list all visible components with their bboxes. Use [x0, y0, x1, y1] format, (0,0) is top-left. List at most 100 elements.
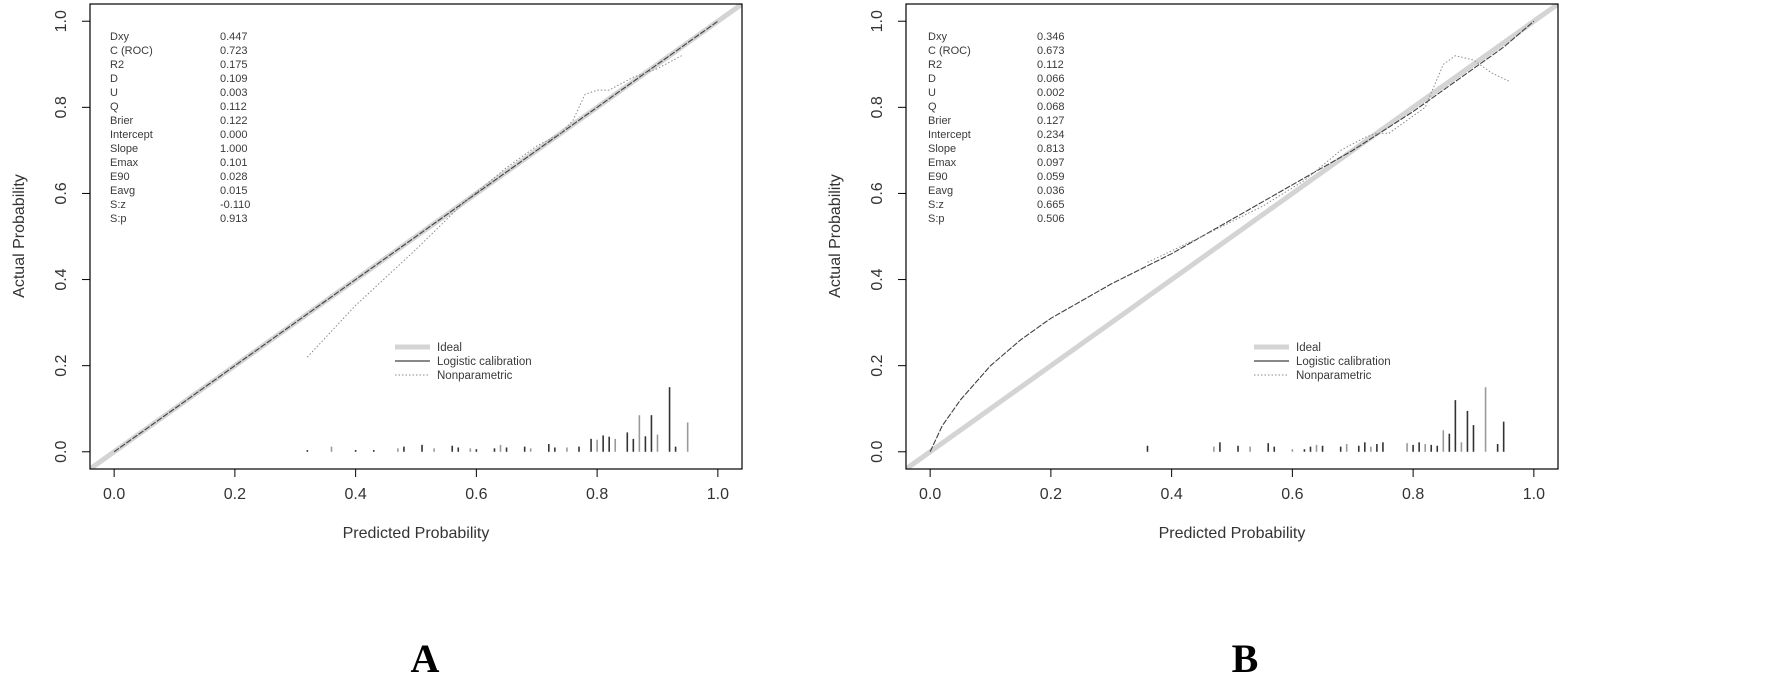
y-tick-label: 0.6 — [53, 182, 70, 204]
stat-label: Slope — [110, 143, 138, 155]
stat-value: 0.112 — [1037, 59, 1064, 71]
x-tick-label: 0.2 — [1040, 486, 1062, 503]
y-tick-label: 0.0 — [53, 441, 70, 463]
x-axis-label: Predicted Probability — [343, 525, 490, 542]
stat-value: 0.003 — [220, 87, 248, 99]
stat-label: S:p — [110, 213, 127, 225]
plot-frame — [89, 3, 743, 470]
y-tick-label: 0.4 — [53, 268, 70, 290]
stat-label: U — [110, 87, 118, 99]
panel-label: A — [411, 636, 440, 681]
stat-label: D — [928, 73, 936, 85]
y-axis-label: Actual Probability — [827, 174, 844, 298]
stat-value: 0.059 — [1037, 171, 1065, 183]
stat-value: 1.000 — [220, 143, 248, 155]
x-tick-label: 0.6 — [1281, 486, 1303, 503]
x-tick-label: 1.0 — [707, 486, 729, 503]
stat-value: -0.110 — [220, 199, 250, 211]
stat-label: Slope — [928, 143, 956, 155]
stat-label: R2 — [110, 59, 124, 71]
stat-label: Emax — [928, 157, 957, 169]
stat-value: 0.097 — [1037, 157, 1065, 169]
stat-label: R2 — [928, 59, 942, 71]
stat-label: Eavg — [928, 185, 953, 197]
stat-value: 0.673 — [1037, 45, 1065, 57]
stat-label: Brier — [928, 115, 952, 127]
stat-value: 0.028 — [220, 171, 248, 183]
legend-label: Nonparametric — [437, 370, 513, 382]
nonparametric-line — [1147, 55, 1510, 263]
legend-label: Logistic calibration — [437, 356, 532, 368]
stat-label: Dxy — [928, 31, 947, 43]
y-tick-label: 0.0 — [869, 441, 886, 463]
stat-value: 0.127 — [1037, 115, 1065, 127]
calibration-panel-a: Dxy 0.447 C (ROC) 0.723 R2 0.175 D 0.109… — [11, 3, 743, 681]
y-tick-label: 1.0 — [53, 10, 70, 32]
logistic-calibration-line — [929, 20, 1535, 453]
stat-label: S:p — [928, 213, 945, 225]
plot-area — [906, 4, 1558, 469]
logistic-calibration-line — [113, 20, 719, 453]
stat-value: 0.122 — [220, 115, 248, 127]
x-axis-label: Predicted Probability — [1159, 525, 1306, 542]
panel-label: B — [1232, 636, 1259, 681]
stat-value: 0.000 — [220, 129, 248, 141]
calibration-panel-b: Dxy 0.346 C (ROC) 0.673 R2 0.112 D 0.066… — [827, 3, 1559, 681]
legend-label: Nonparametric — [1296, 370, 1372, 382]
stat-value: 0.447 — [220, 31, 248, 43]
stat-value: 0.506 — [1037, 213, 1065, 225]
y-tick-label: 0.2 — [869, 354, 886, 376]
legend-label: Ideal — [437, 342, 462, 354]
stat-value: 0.813 — [1037, 143, 1065, 155]
stat-label: Eavg — [110, 185, 135, 197]
stat-label: S:z — [110, 199, 126, 211]
stat-value: 0.066 — [1037, 73, 1065, 85]
y-tick-label: 1.0 — [869, 10, 886, 32]
y-tick-label: 0.8 — [869, 96, 886, 118]
stat-label: Intercept — [928, 129, 971, 141]
legend-label: Ideal — [1296, 342, 1321, 354]
stat-label: Intercept — [110, 129, 153, 141]
stat-label: Brier — [110, 115, 134, 127]
stat-label: Emax — [110, 157, 139, 169]
stat-value: 0.002 — [1037, 87, 1065, 99]
y-axis-label: Actual Probability — [11, 174, 28, 298]
x-tick-label: 0.2 — [224, 486, 246, 503]
x-tick-label: 0.6 — [465, 486, 487, 503]
stat-label: C (ROC) — [928, 45, 971, 57]
stat-value: 0.068 — [1037, 101, 1065, 113]
legend-label: Logistic calibration — [1296, 356, 1391, 368]
plot-frame — [905, 3, 1559, 470]
ideal-line — [906, 4, 1558, 469]
x-tick-label: 0.4 — [345, 486, 367, 503]
x-tick-label: 0.0 — [919, 486, 941, 503]
legend: Ideal Logistic calibration Nonparametric — [395, 342, 532, 382]
stat-value: 0.112 — [220, 101, 247, 113]
x-tick-label: 0.8 — [1402, 486, 1424, 503]
y-tick-label: 0.4 — [869, 268, 886, 290]
x-tick-label: 1.0 — [1523, 486, 1545, 503]
x-tick-label: 0.8 — [586, 486, 608, 503]
stat-label: Q — [110, 101, 119, 113]
x-tick-label: 0.0 — [103, 486, 125, 503]
stat-value: 0.913 — [220, 213, 248, 225]
x-tick-label: 0.4 — [1161, 486, 1183, 503]
stat-label: Q — [928, 101, 937, 113]
stat-value: 0.036 — [1037, 185, 1065, 197]
stat-value: 0.234 — [1037, 129, 1065, 141]
stat-value: 0.015 — [220, 185, 248, 197]
y-tick-label: 0.8 — [53, 96, 70, 118]
y-tick-label: 0.2 — [53, 354, 70, 376]
stat-label: D — [110, 73, 118, 85]
stat-label: S:z — [928, 199, 944, 211]
stat-label: U — [928, 87, 936, 99]
stat-value: 0.101 — [220, 157, 248, 169]
stat-value: 0.723 — [220, 45, 248, 57]
plot-area — [90, 4, 742, 469]
stat-value: 0.665 — [1037, 199, 1065, 211]
stat-label: Dxy — [110, 31, 129, 43]
y-tick-label: 0.6 — [869, 182, 886, 204]
stat-label: C (ROC) — [110, 45, 153, 57]
stat-label: E90 — [110, 171, 130, 183]
